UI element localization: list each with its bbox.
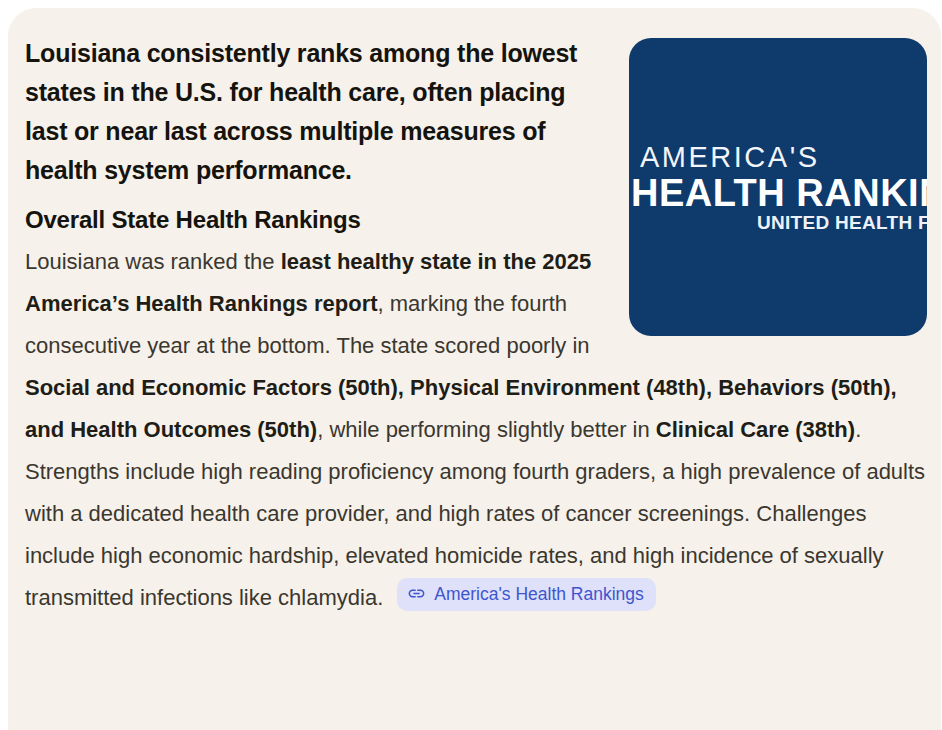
paragraph-run: , while performing slightly better in [317, 417, 656, 442]
link-icon [407, 584, 426, 603]
paragraph-run: Louisiana was ranked the [25, 249, 281, 274]
paragraph-run-bold: Clinical Care (38th) [656, 417, 855, 442]
logo-line-health-rankings: HEALTH RANKINGS [631, 172, 927, 215]
source-link-chip[interactable]: America's Health Rankings [397, 578, 656, 611]
americas-health-rankings-logo[interactable]: AMERICA'S HEALTH RANKINGS UNITED HEALTH … [629, 38, 927, 336]
logo-line-americas: AMERICA'S [640, 141, 820, 174]
logo-line-united-health-foundation: UNITED HEALTH FOUNDATION [757, 212, 927, 234]
answer-card: AMERICA'S HEALTH RANKINGS UNITED HEALTH … [8, 8, 941, 730]
source-link-label: America's Health Rankings [434, 582, 644, 606]
